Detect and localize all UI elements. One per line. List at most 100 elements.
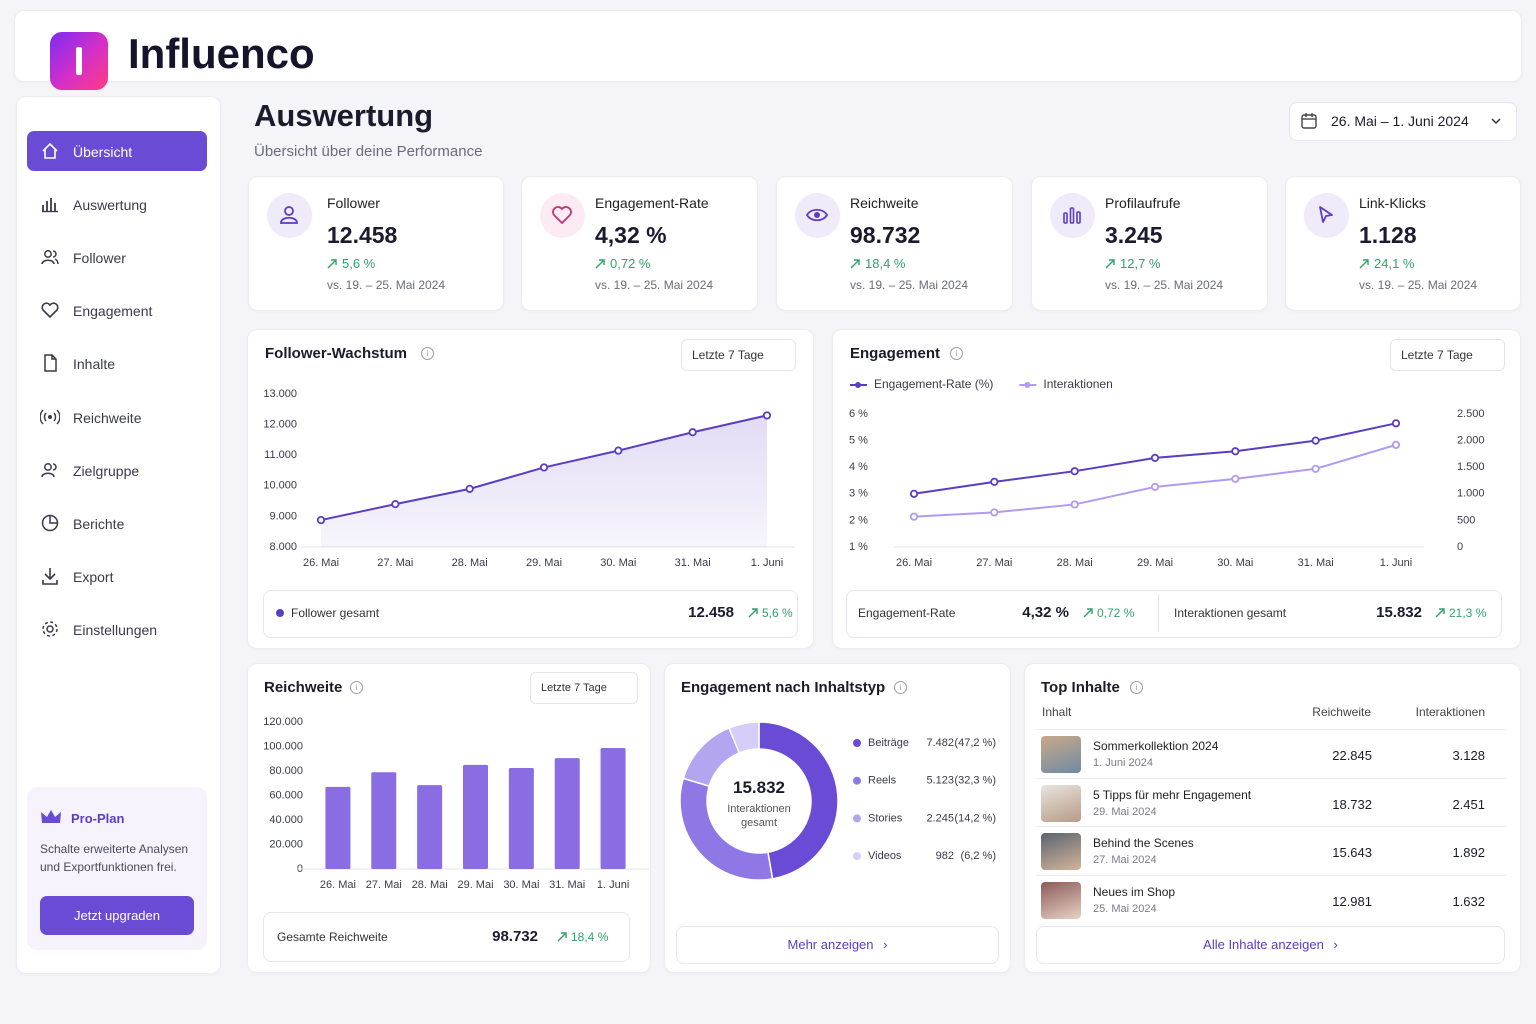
kpi-value: 1.128 (1359, 222, 1417, 248)
kpi-compare: vs. 19. – 25. Mai 2024 (850, 278, 969, 292)
legend-dot (853, 739, 861, 747)
more-link[interactable]: Mehr anzeigen › (676, 926, 999, 964)
value-label: 5.123 (926, 775, 954, 787)
kpi-card: Profilaufrufe 3.245 12,7 % vs. 19. – 25. Ma… (1031, 176, 1268, 311)
nav-label: Inhalte (73, 356, 116, 373)
nav-item[interactable]: Auswertung (27, 184, 207, 224)
nav-item[interactable]: Übersicht (27, 131, 207, 171)
point (1070, 500, 1079, 509)
y2-tick-label: 2.500 (1457, 408, 1485, 420)
nav-item[interactable]: Inhalte (27, 343, 207, 383)
summary-box (846, 590, 1502, 638)
summary-change: 5,6 % (748, 606, 793, 620)
crown-icon (41, 810, 61, 823)
y-tick-label: 10.000 (263, 480, 297, 492)
y-tick-label: 9.000 (269, 510, 297, 522)
content-date: 27. Mai 2024 (1093, 854, 1157, 867)
donut-slice (758, 721, 839, 880)
summary-value: 98.732 (492, 928, 538, 945)
thumbnail (1041, 833, 1081, 871)
donut-total-label: Interaktionen gesamt (727, 803, 791, 829)
upgrade-button[interactable]: Jetzt upgraden (40, 896, 194, 935)
nav-label: Export (73, 568, 114, 585)
summary-label: Interaktionen gesamt (1174, 606, 1287, 620)
logo[interactable] (50, 32, 108, 90)
bar (508, 767, 534, 869)
summary-box (263, 590, 798, 638)
kpi-card: Follower 12.458 5,6 % vs. 19. – 25. Mai 202… (248, 176, 504, 311)
bar (325, 786, 351, 869)
thumbnail (1041, 784, 1081, 822)
x-tick-label: 31. Mai (549, 879, 585, 891)
kpi-change: 24,1 % (1359, 256, 1414, 271)
point (539, 463, 549, 472)
page-title: Auswertung (254, 98, 434, 133)
thumbnail (1041, 736, 1081, 773)
link-text: Alle Inhalte anzeigen (1203, 937, 1324, 952)
kpi-compare: vs. 19. – 25. Mai 2024 (327, 278, 446, 292)
period-dropdown[interactable]: Letzte 7 Tage (681, 339, 796, 371)
nav-icon (41, 462, 57, 477)
nav-item[interactable]: Engagement (27, 290, 207, 330)
info-icon[interactable]: i (1130, 681, 1143, 694)
x-tick-label: 29. Mai (457, 879, 493, 891)
content-row[interactable]: Neues im Shop 25. Mai 2024 12.981 1.632 (1036, 875, 1506, 924)
promo-text: Schalte erweiterte Analysen und Exportfu… (40, 842, 189, 874)
nav-item[interactable]: Berichte (27, 503, 207, 543)
nav-item[interactable]: Einstellungen (27, 609, 207, 649)
content-title: 5 Tipps für mehr Engagement (1093, 787, 1252, 802)
nav-item[interactable]: Export (27, 556, 207, 596)
info-icon[interactable]: i (950, 347, 963, 360)
point (391, 500, 400, 509)
nav-icon (42, 198, 58, 213)
point (990, 508, 999, 517)
y2-tick-label: 2.000 (1457, 435, 1485, 447)
y-tick-label: 3 % (849, 488, 868, 500)
donut-total: 15.832 (733, 778, 785, 797)
x-tick-label: 27. Mai (976, 557, 1012, 569)
nav-icon (41, 302, 59, 319)
summary-value: 4,32 % (1022, 604, 1069, 621)
kpi-card: Reichweite 98.732 18,4 % vs. 19. – 25. Mai … (776, 176, 1013, 311)
point (614, 446, 623, 455)
kpi-icon (1304, 193, 1349, 238)
nav-item[interactable]: Zielgruppe (27, 450, 207, 490)
kpi-card: Link-Klicks 1.128 24,1 % vs. 19. – 25. Mai … (1285, 176, 1521, 311)
period-dropdown[interactable]: Letzte 7 Tage (530, 672, 638, 704)
point (688, 428, 697, 437)
area (321, 415, 767, 547)
date-picker[interactable]: 26. Mai – 1. Juni 2024 (1289, 102, 1517, 141)
kpi-label: Follower (327, 195, 380, 211)
point (909, 489, 919, 498)
y-tick-label: 12.000 (263, 419, 297, 431)
point (1391, 419, 1401, 428)
info-icon[interactable]: i (894, 681, 907, 694)
nav-label: Zielgruppe (73, 462, 140, 479)
content-row[interactable]: Behind the Scenes 27. Mai 2024 15.643 1.892 (1036, 826, 1506, 875)
all-content-link[interactable]: Alle Inhalte anzeigen › (1036, 926, 1505, 964)
change: 18,4 % (865, 256, 906, 271)
legend-label: Stories (868, 812, 903, 824)
header (14, 10, 1522, 82)
kpi-change: 18,4 % (850, 256, 905, 271)
legend-dot (1024, 382, 1031, 388)
promo-title: Pro-Plan (71, 811, 125, 826)
nav-item[interactable]: Follower (27, 237, 207, 277)
content-row[interactable]: 5 Tipps für mehr Engagement 29. Mai 2024 1… (1036, 777, 1506, 827)
x-tick-label: 30. Mai (503, 879, 539, 891)
content-row[interactable]: Sommerkollektion 2024 1. Juni 2024 22.845 3… (1036, 729, 1506, 778)
info-icon[interactable]: i (421, 347, 434, 360)
nav-icon (40, 409, 60, 424)
period-dropdown[interactable]: Letzte 7 Tage (1390, 339, 1505, 371)
content-interactions: 3.128 (1452, 748, 1485, 763)
reach-chart: 020.00040.00060.00080.000100.000120.0002… (263, 716, 649, 891)
period: Letzte 7 Tage (1401, 348, 1473, 362)
kpi-compare: vs. 19. – 25. Mai 2024 (1359, 278, 1478, 292)
nav-item[interactable]: Reichweite (27, 397, 207, 437)
kpi-label: Reichweite (850, 195, 919, 211)
summary-change: 0,72 % (1083, 606, 1134, 620)
kpi-compare: vs. 19. – 25. Mai 2024 (595, 278, 714, 292)
info-icon[interactable]: i (350, 681, 363, 694)
